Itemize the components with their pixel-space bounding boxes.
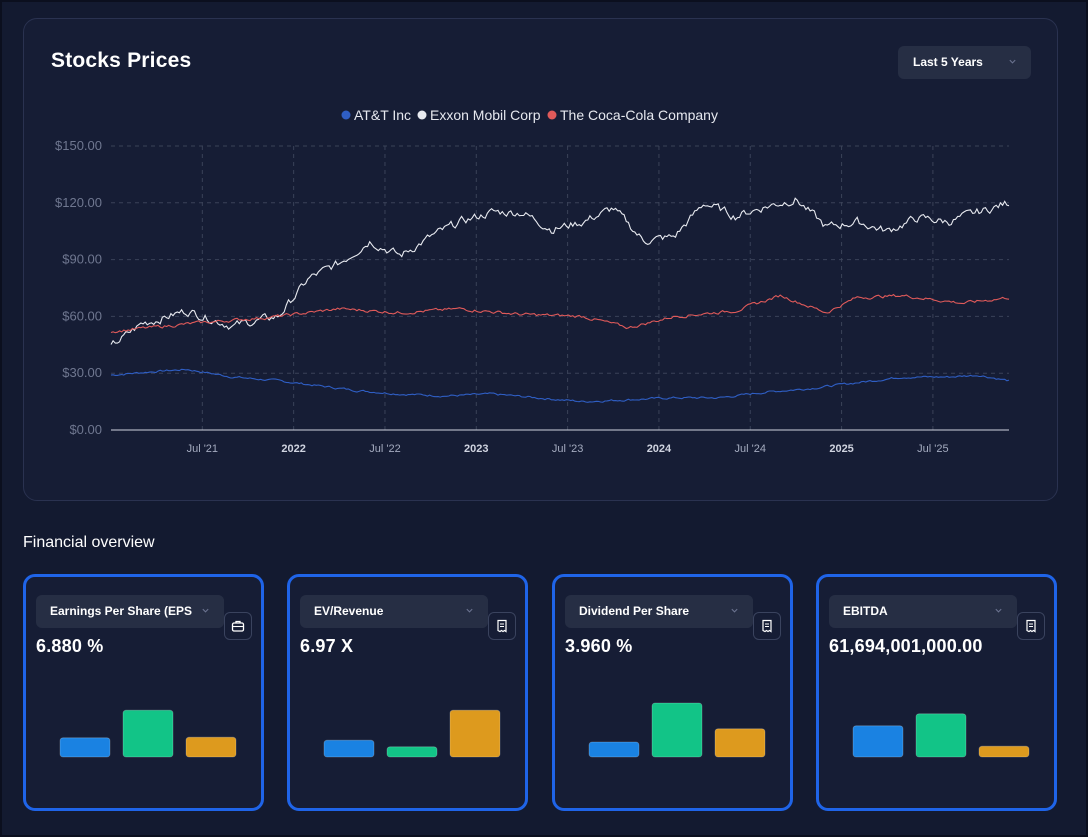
metric-bar xyxy=(59,737,111,758)
x-tick-label: 2023 xyxy=(464,443,488,455)
x-tick-label: Jul '23 xyxy=(552,443,583,455)
metric-bar xyxy=(122,709,174,758)
metric-bar xyxy=(915,713,967,758)
metric-value: 6.880 % xyxy=(36,636,104,656)
series-line-at-t-inc xyxy=(110,368,1010,403)
y-tick-label: $30.00 xyxy=(62,365,102,380)
metric-dropdown-label: Earnings Per Share (EPS) xyxy=(50,604,197,618)
metric-bar xyxy=(651,702,703,758)
legend-label: The Coca-Cola Company xyxy=(560,107,718,123)
metric-value: 3.960 % xyxy=(565,636,633,656)
metric-bar xyxy=(714,728,766,758)
y-tick-label: $60.00 xyxy=(62,308,102,323)
metric-bar-chart xyxy=(852,713,1030,758)
metric-bar xyxy=(449,709,501,758)
metric-dropdown[interactable]: EV/Revenue xyxy=(300,595,488,628)
y-tick-label: $150.00 xyxy=(55,138,102,153)
chart-title: Stocks Prices xyxy=(51,49,192,72)
legend-marker xyxy=(417,110,427,120)
metric-dropdown-label: Dividend Per Share xyxy=(579,604,690,618)
metric-bar-chart xyxy=(59,709,237,758)
receipt-icon[interactable] xyxy=(488,612,516,640)
metric-bar xyxy=(852,725,904,758)
receipt-icon[interactable] xyxy=(1017,612,1045,640)
chevron-down-icon xyxy=(1009,59,1016,64)
metric-bar xyxy=(386,746,438,758)
briefcase-icon[interactable] xyxy=(224,612,252,640)
series-line-the-coca-cola-company xyxy=(110,293,1010,334)
range-dropdown[interactable]: Last 5 Years xyxy=(898,46,1031,79)
financial-overview-title: Financial overview xyxy=(23,534,155,551)
metric-dropdown[interactable]: EBITDA xyxy=(829,595,1017,628)
x-tick-label: 2024 xyxy=(647,443,672,455)
metric-bar xyxy=(588,741,640,758)
metric-dropdown-label: EV/Revenue xyxy=(314,604,384,618)
x-tick-label: Jul '21 xyxy=(187,443,218,455)
metric-card-ev-revenue: EV/Revenue 6.97 X xyxy=(287,574,528,811)
x-tick-label: 2025 xyxy=(829,443,853,455)
chevron-down-icon xyxy=(202,608,209,613)
legend-marker xyxy=(547,110,557,120)
metric-card-dividend: Dividend Per Share 3.960 % xyxy=(552,574,793,811)
x-tick-label: Jul '22 xyxy=(369,443,400,455)
metric-bar xyxy=(323,739,375,758)
range-dropdown-label: Last 5 Years xyxy=(913,55,983,69)
metric-dropdown[interactable]: Earnings Per Share (EPS) xyxy=(36,595,224,628)
metric-card-eps: Earnings Per Share (EPS) 6.880 % xyxy=(23,574,264,811)
y-tick-label: $0.00 xyxy=(69,422,102,437)
chevron-down-icon xyxy=(731,608,738,613)
metric-dropdown-label: EBITDA xyxy=(843,604,888,618)
x-tick-label: 2022 xyxy=(281,443,305,455)
metric-bar-chart xyxy=(323,709,501,758)
metric-bar-chart xyxy=(588,702,766,758)
metric-bar xyxy=(978,745,1030,758)
series-line-exxon-mobil-corp xyxy=(110,197,1010,345)
y-tick-label: $90.00 xyxy=(62,252,102,267)
metric-value: 6.97 X xyxy=(300,636,354,656)
metric-value: 61,694,001,000.00 xyxy=(829,636,983,656)
y-tick-label: $120.00 xyxy=(55,195,102,210)
x-tick-label: Jul '25 xyxy=(917,443,948,455)
legend-marker xyxy=(341,110,351,120)
metric-bar xyxy=(185,736,237,758)
chevron-down-icon xyxy=(466,608,473,613)
metric-dropdown[interactable]: Dividend Per Share xyxy=(565,595,753,628)
legend-label: Exxon Mobil Corp xyxy=(430,107,541,123)
receipt-icon[interactable] xyxy=(753,612,781,640)
metric-card-ebitda: EBITDA 61,694,001,000.00 xyxy=(816,574,1057,811)
legend-label: AT&T Inc xyxy=(354,107,411,123)
stock-prices-card: Stocks Prices Last 5 Years xyxy=(23,18,1058,501)
stock-price-chart: $0.00 $30.00 $60.00 $90.00 $120.00 $150.00 Jul… xyxy=(55,107,1010,455)
x-tick-label: Jul '24 xyxy=(735,443,766,455)
chevron-down-icon xyxy=(995,608,1002,613)
